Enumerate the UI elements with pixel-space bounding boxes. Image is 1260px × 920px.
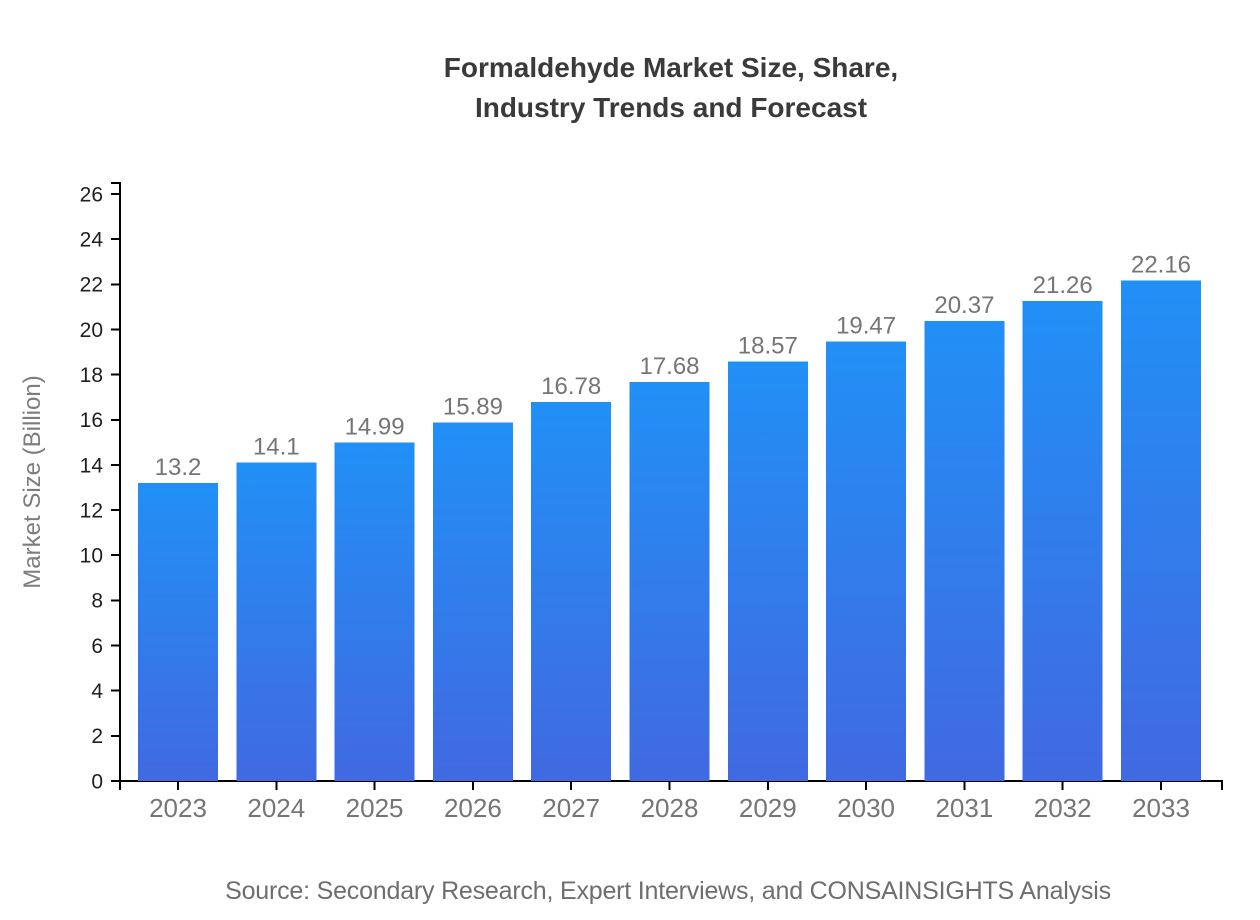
x-tick-label: 2029: [739, 793, 797, 823]
bar-value-label: 22.16: [1131, 252, 1191, 279]
y-tick-label: 2: [91, 725, 103, 748]
x-axis-line: [119, 780, 1223, 790]
bar-value-label: 15.89: [443, 393, 503, 420]
x-tick-label: 2032: [1034, 793, 1092, 823]
bar-value-label: 14.1: [253, 434, 300, 461]
x-tick-label: 2026: [444, 793, 502, 823]
bar: [826, 341, 907, 781]
bar: [1022, 301, 1103, 781]
bar-value-label: 21.26: [1033, 272, 1093, 299]
bar-value-label: 20.37: [934, 292, 994, 319]
bar-value-label: 18.57: [738, 333, 798, 360]
x-tick-label: 2027: [542, 793, 600, 823]
x-tick-label: 2024: [247, 793, 305, 823]
x-tick-label: 2025: [346, 793, 404, 823]
bar: [531, 402, 612, 781]
bar: [236, 462, 317, 781]
bar-value-label: 14.99: [345, 414, 405, 441]
y-tick-label: 12: [80, 499, 103, 522]
y-tick-label: 4: [91, 680, 103, 703]
y-tick-label: 26: [80, 183, 103, 206]
y-tick-label: 20: [80, 319, 103, 342]
x-tick-label: 2031: [935, 793, 993, 823]
bar: [432, 422, 513, 781]
bar-value-label: 17.68: [639, 353, 699, 380]
y-tick-label: 18: [80, 364, 103, 387]
bar: [727, 361, 808, 781]
chart-title: Formaldehyde Market Size, Share, Industr…: [443, 52, 899, 123]
y-tick-label: 8: [91, 590, 103, 613]
x-tick-label: 2028: [641, 793, 699, 823]
x-tick-label: 2030: [837, 793, 895, 823]
x-tick-label: 2023: [149, 793, 207, 823]
x-tick-label: 2033: [1132, 793, 1190, 823]
bar: [924, 321, 1005, 781]
bar-value-label: 16.78: [541, 373, 601, 400]
bar-value-label: 13.2: [155, 454, 202, 481]
y-tick-label: 16: [80, 409, 103, 432]
bar: [334, 442, 415, 781]
bar: [1121, 280, 1201, 781]
y-tick-label: 10: [80, 545, 103, 568]
bar: [138, 482, 218, 781]
source-note: Source: Secondary Research, Expert Inter…: [225, 877, 1111, 905]
y-tick-label: 0: [91, 770, 103, 793]
y-tick-label: 14: [80, 454, 104, 477]
y-tick-label: 22: [80, 274, 103, 297]
y-axis-line: [111, 182, 121, 781]
y-tick-label: 24: [80, 229, 104, 252]
bar-value-label: 19.47: [836, 312, 896, 339]
bar: [629, 381, 710, 781]
y-tick-label: 6: [91, 635, 103, 658]
